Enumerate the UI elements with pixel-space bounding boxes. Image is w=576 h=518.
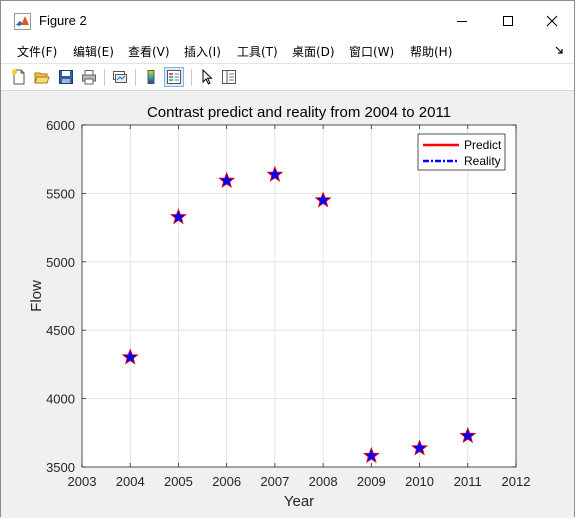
reality-point[interactable]: [413, 441, 427, 454]
new-figure-button[interactable]: [9, 67, 29, 87]
x-tick-label: 2004: [116, 474, 145, 489]
close-button[interactable]: [529, 1, 575, 41]
predict-point[interactable]: [218, 171, 236, 188]
x-tick-label: 2003: [68, 474, 97, 489]
reality-point[interactable]: [123, 350, 137, 363]
dock-arrow-icon[interactable]: [555, 46, 565, 56]
x-tick-label: 2008: [309, 474, 338, 489]
minimize-icon: [457, 21, 467, 22]
toolbar-separator: [104, 69, 105, 86]
menu-bar: 文件(F) 编辑(E) 查看(V) 插入(I) 工具(T) 桌面(D) 窗口(W…: [1, 41, 574, 63]
pointer-button[interactable]: [197, 67, 217, 87]
menu-window[interactable]: 窗口(W): [349, 45, 395, 59]
maximize-icon: [503, 16, 513, 26]
open-file-button[interactable]: [32, 67, 52, 87]
menu-file[interactable]: 文件(F): [17, 45, 58, 59]
legend-button[interactable]: [164, 67, 184, 87]
title-bar[interactable]: Figure 2: [1, 1, 574, 41]
menu-tools[interactable]: 工具(T): [237, 45, 278, 59]
x-tick-label: 2005: [164, 474, 193, 489]
x-axis-title: Year: [284, 493, 314, 510]
maximize-button[interactable]: [485, 1, 531, 41]
predict-point[interactable]: [411, 439, 429, 456]
y-axis-title: Flow: [28, 280, 45, 312]
figure-canvas: Contrast predict and reality from 2004 t…: [1, 91, 574, 518]
scatter-chart[interactable]: Contrast predict and reality from 2004 t…: [1, 91, 576, 518]
legend-box: [417, 133, 506, 171]
reality-point[interactable]: [220, 173, 234, 187]
menu-insert[interactable]: 插入(I): [184, 45, 221, 59]
chart-title: Contrast predict and reality from 2004 t…: [147, 104, 451, 121]
save-button[interactable]: [56, 67, 76, 87]
pointer-icon: [202, 69, 213, 85]
plot-area[interactable]: [82, 125, 516, 467]
predict-point[interactable]: [362, 446, 380, 464]
property-inspector-icon: [222, 70, 236, 84]
window-title: Figure 2: [39, 13, 87, 28]
colorbar-button[interactable]: [141, 67, 161, 87]
predict-point[interactable]: [266, 165, 284, 182]
legend-reality-label: Reality: [464, 154, 501, 168]
reality-point[interactable]: [171, 210, 185, 223]
figure-toolbar: [1, 63, 574, 91]
y-tick-label: 4500: [46, 323, 75, 338]
link-plot-button[interactable]: [110, 67, 130, 87]
x-tick-label: 2010: [405, 474, 434, 489]
matlab-icon: [14, 13, 31, 30]
predict-point[interactable]: [169, 208, 188, 225]
reality-point[interactable]: [461, 428, 475, 442]
legend-icon: [167, 70, 181, 84]
menu-desktop[interactable]: 桌面(D): [292, 45, 335, 59]
predict-point[interactable]: [314, 191, 332, 208]
legend-predict-label: Predict: [464, 138, 502, 152]
y-tick-label: 6000: [46, 118, 75, 133]
close-icon: [546, 15, 558, 27]
predict-point[interactable]: [459, 426, 477, 444]
y-tick-label: 3500: [46, 460, 75, 475]
menu-edit[interactable]: 编辑(E): [73, 45, 114, 59]
axes-box: [81, 124, 517, 468]
reality-point[interactable]: [268, 167, 282, 181]
menu-help[interactable]: 帮助(H): [410, 45, 453, 59]
minimize-button[interactable]: [439, 1, 485, 41]
save-icon: [59, 70, 73, 84]
toolbar-separator: [135, 69, 136, 86]
open-file-icon: [34, 72, 50, 84]
link-plot-icon: [113, 71, 127, 83]
x-tick-label: 2012: [502, 474, 531, 489]
toolbar-separator: [191, 69, 192, 86]
predict-point[interactable]: [121, 348, 139, 365]
y-tick-label: 5500: [46, 186, 75, 201]
print-button[interactable]: [79, 67, 99, 87]
reality-point[interactable]: [316, 193, 330, 206]
y-tick-label: 5000: [46, 255, 75, 270]
x-tick-label: 2009: [357, 474, 386, 489]
x-tick-label: 2007: [260, 474, 289, 489]
x-tick-label: 2011: [454, 474, 482, 489]
reality-point[interactable]: [364, 448, 378, 462]
print-icon: [82, 70, 96, 85]
menu-view[interactable]: 查看(V): [128, 45, 170, 59]
new-figure-icon: [12, 69, 25, 85]
legend[interactable]: Predict Reality: [417, 133, 506, 171]
colorbar-icon: [147, 70, 155, 84]
property-inspector-button[interactable]: [219, 67, 239, 87]
x-tick-label: 2006: [212, 474, 241, 489]
y-tick-label: 4000: [46, 392, 75, 407]
